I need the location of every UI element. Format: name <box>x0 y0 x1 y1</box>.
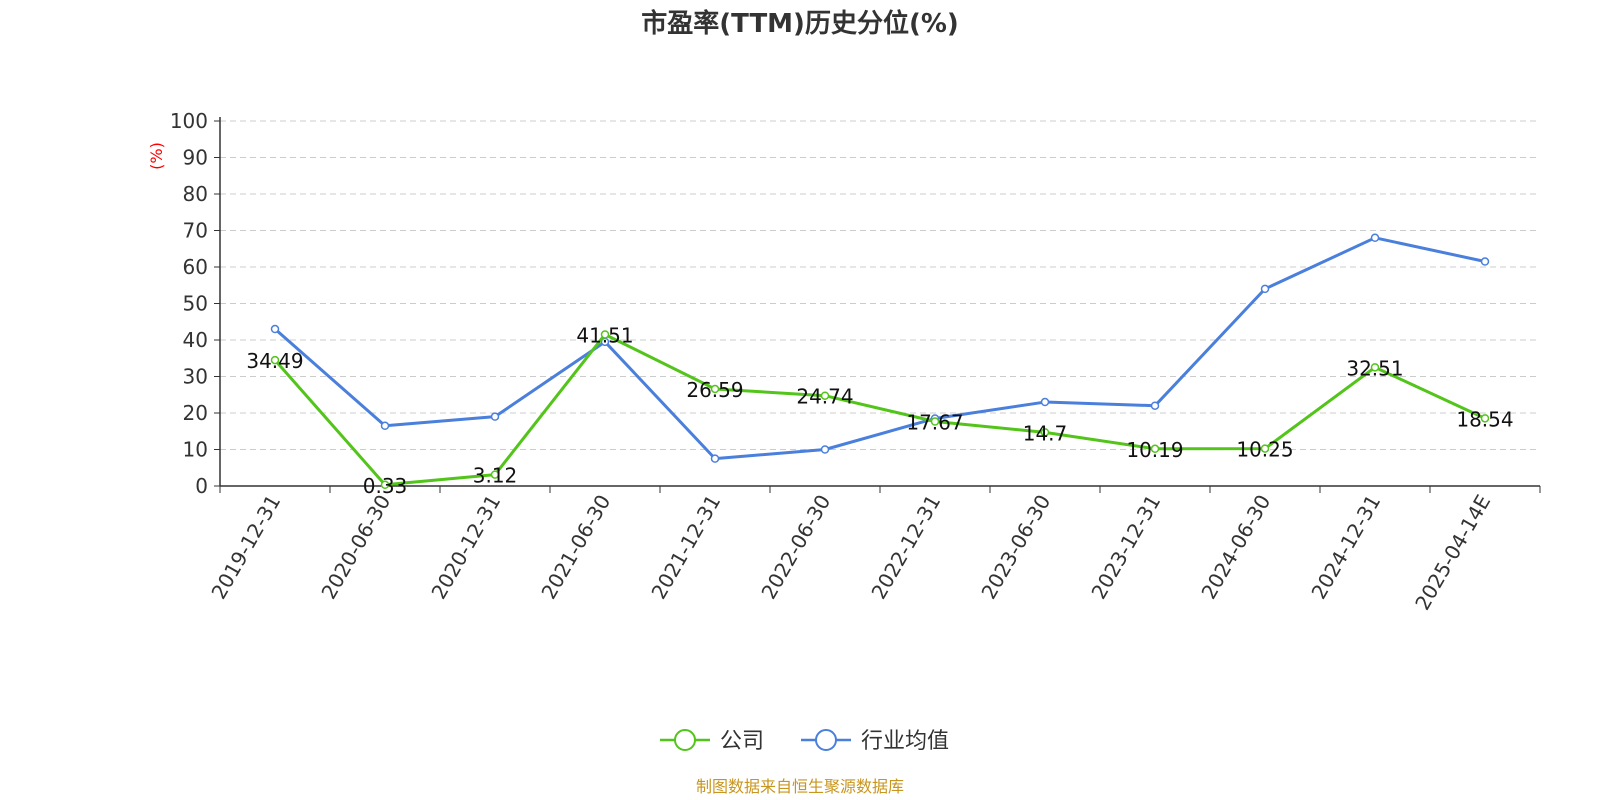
x-tick-label: 2023-06-30 <box>976 491 1055 604</box>
x-tick-label: 2020-12-31 <box>426 491 505 604</box>
data-point <box>270 324 280 334</box>
x-tick-label: 2019-12-31 <box>206 491 285 604</box>
y-tick-label: 80 <box>183 182 208 206</box>
data-label: 34.49 <box>246 349 303 373</box>
data-point <box>490 470 500 479</box>
legend-label: 公司 <box>720 729 764 754</box>
y-tick-label: 70 <box>183 219 208 243</box>
legend-marker <box>674 729 696 751</box>
axes <box>219 117 1540 487</box>
data-point <box>820 445 830 454</box>
data-point <box>1150 401 1160 410</box>
y-axis-ticks: 0 10 20 30 40 50 60 70 80 90 100 <box>170 109 220 498</box>
chart-title: 市盈率(TTM)历史分位(%) <box>641 8 959 39</box>
legend-label: 行业均值 <box>861 729 949 754</box>
data-labels: 34.49 0.33 3.12 41.51 26.59 24.74 17.67 14.7 10.… <box>246 323 1513 497</box>
data-label: 0.33 <box>363 474 408 498</box>
legend[interactable]: 公司 行业均值 <box>660 729 949 754</box>
y-tick-label: 0 <box>195 474 208 498</box>
x-tick-label: 2022-06-30 <box>756 491 835 604</box>
y-tick-label: 10 <box>183 438 208 462</box>
data-label: 32.51 <box>1346 356 1403 380</box>
series-line-0 <box>273 332 1486 487</box>
data-label: 3.12 <box>473 464 518 488</box>
x-tick-label: 2024-12-31 <box>1306 491 1385 604</box>
data-label: 17.67 <box>906 411 963 435</box>
x-tick-label: 2022-12-31 <box>866 491 945 604</box>
data-point <box>380 421 390 431</box>
x-axis-ticks: 2019-12-31 2020-06-30 2020-12-31 2021-06-30… <box>206 486 1541 615</box>
data-label: 41.51 <box>576 323 633 347</box>
data-label: 18.54 <box>1456 407 1513 431</box>
data-point <box>710 384 720 394</box>
data-point <box>1480 257 1490 266</box>
y-tick-label: 100 <box>170 109 208 133</box>
data-point <box>930 417 940 426</box>
data-point <box>820 391 830 400</box>
data-point <box>1370 363 1380 372</box>
data-point <box>1260 444 1270 453</box>
data-point <box>1040 428 1050 437</box>
x-tick-label: 2023-12-31 <box>1086 491 1165 604</box>
data-label: 10.25 <box>1236 438 1293 462</box>
data-point <box>1260 284 1270 294</box>
data-point <box>710 454 720 463</box>
source-note: 制图数据来自恒生聚源数据库 <box>696 777 904 796</box>
data-label: 14.7 <box>1023 421 1068 445</box>
data-point <box>490 412 500 421</box>
data-label: 26.59 <box>686 378 743 402</box>
y-axis-unit: (%) <box>147 142 166 170</box>
data-label: 10.19 <box>1126 438 1183 462</box>
y-tick-label: 30 <box>183 365 208 389</box>
legend-marker <box>815 729 837 751</box>
x-tick-label: 2021-06-30 <box>536 491 615 604</box>
y-tick-label: 60 <box>183 255 208 279</box>
y-tick-label: 50 <box>183 292 208 316</box>
legend-item-1[interactable]: 行业均值 <box>801 729 949 754</box>
x-tick-label: 2025-04-14E <box>1410 491 1495 615</box>
y-tick-label: 40 <box>183 328 208 352</box>
data-label: 24.74 <box>796 385 853 409</box>
grid-lines <box>220 120 1540 450</box>
data-point <box>1370 233 1380 243</box>
y-tick-label: 20 <box>183 401 208 425</box>
y-tick-label: 90 <box>183 146 208 170</box>
data-point <box>1150 444 1160 454</box>
x-tick-label: 2024-06-30 <box>1196 491 1275 604</box>
data-point <box>600 330 610 339</box>
series-lines <box>270 233 1490 490</box>
data-point <box>1480 414 1490 423</box>
data-point <box>1040 397 1050 407</box>
data-point <box>380 480 390 490</box>
x-tick-label: 2021-12-31 <box>646 491 725 604</box>
x-tick-label: 2020-06-30 <box>316 491 395 604</box>
data-point <box>270 355 280 365</box>
series-line-1 <box>274 236 1486 461</box>
legend-item-0[interactable]: 公司 <box>660 729 764 754</box>
